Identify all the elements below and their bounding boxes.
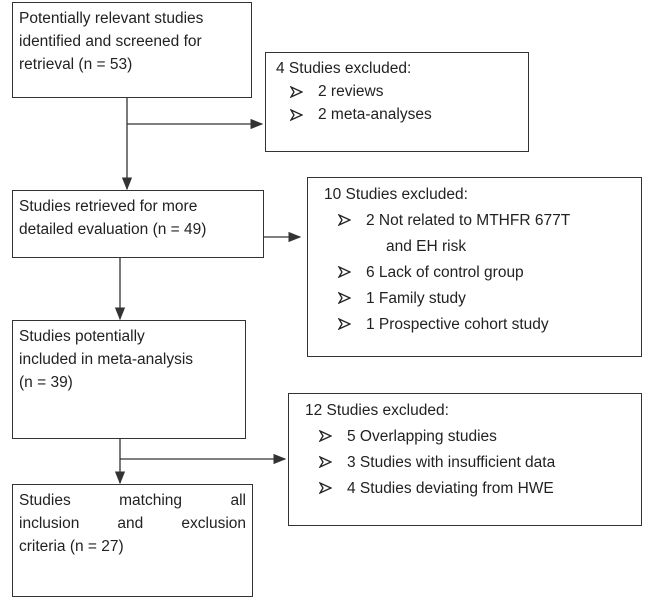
item-text: 2 reviews — [318, 83, 384, 100]
exclusion-box: 12 Studies excluded: 5 Overlapping studie… — [288, 393, 642, 526]
exclusion-title: 10 Studies excluded: — [324, 186, 468, 203]
bullet-icon — [290, 109, 303, 121]
process-box: Studies potentially included in meta-anal… — [12, 320, 246, 439]
box-text: criteria (n = 27) — [19, 538, 124, 555]
process-box: Studies retrieved for more detailed evalu… — [12, 190, 264, 258]
bullet-icon — [338, 292, 351, 304]
box-text: retrieval (n = 53) — [19, 56, 133, 73]
box-text: inclusion and exclusion — [19, 515, 246, 532]
item-text: 3 Studies with insufficient data — [347, 454, 556, 471]
bullet-icon — [338, 318, 351, 330]
box-text: detailed evaluation (n = 49) — [19, 221, 207, 238]
item-text: 2 meta-analyses — [318, 106, 432, 123]
exclusion-item: 5 Overlapping studies — [305, 424, 635, 450]
exclusion-item: 2 Not related to MTHFR 677T and EH risk — [324, 208, 635, 260]
exclusion-item: 2 meta-analyses — [276, 103, 522, 126]
exclusion-item: 3 Studies with insufficient data — [305, 450, 635, 476]
bullet-icon — [338, 266, 351, 278]
item-text: 1 Prospective cohort study — [366, 316, 549, 333]
exclusion-item: 2 reviews — [276, 80, 522, 103]
process-box: Studies matching all inclusion and exclus… — [12, 484, 253, 597]
bullet-icon — [319, 430, 332, 442]
item-text: 2 Not related to MTHFR 677T — [366, 212, 571, 229]
exclusion-item: 6 Lack of control group — [324, 260, 635, 286]
exclusion-item: 4 Studies deviating from HWE — [305, 476, 635, 502]
item-text: 5 Overlapping studies — [347, 428, 497, 445]
bullet-icon — [319, 482, 332, 494]
box-text: Studies potentially — [19, 328, 145, 345]
exclusion-item: 1 Prospective cohort study — [324, 312, 635, 338]
box-text: identified and screened for — [19, 33, 202, 50]
bullet-icon — [338, 214, 351, 226]
box-text: Studies matching all — [19, 492, 246, 509]
process-box: Potentially relevant studies identified a… — [12, 2, 252, 98]
box-text: (n = 39) — [19, 374, 73, 391]
box-text: included in meta-analysis — [19, 351, 194, 368]
box-text: Studies retrieved for more — [19, 198, 198, 215]
item-text: 1 Family study — [366, 290, 466, 307]
exclusion-box: 4 Studies excluded: 2 reviews 2 meta-analy… — [265, 52, 529, 152]
bullet-icon — [290, 86, 303, 98]
exclusion-title: 12 Studies excluded: — [305, 402, 449, 419]
bullet-icon — [319, 456, 332, 468]
box-text: Potentially relevant studies — [19, 10, 204, 27]
item-text: 6 Lack of control group — [366, 264, 524, 281]
item-text: and EH risk — [386, 238, 467, 255]
exclusion-title: 4 Studies excluded: — [276, 60, 412, 77]
exclusion-item: 1 Family study — [324, 286, 635, 312]
exclusion-box: 10 Studies excluded: 2 Not related to MTH… — [307, 177, 642, 357]
item-text: 4 Studies deviating from HWE — [347, 480, 554, 497]
